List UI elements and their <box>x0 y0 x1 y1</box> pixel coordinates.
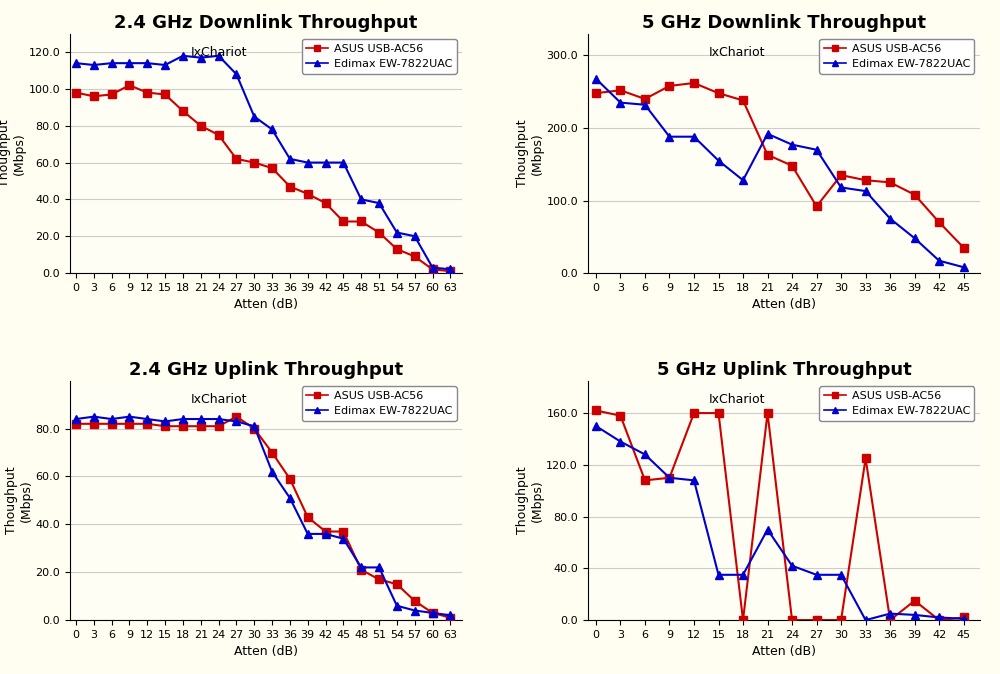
Text: IxChariot: IxChariot <box>709 46 765 59</box>
X-axis label: Atten (dB): Atten (dB) <box>752 299 816 311</box>
X-axis label: Atten (dB): Atten (dB) <box>234 299 298 311</box>
X-axis label: Atten (dB): Atten (dB) <box>234 646 298 658</box>
Legend: ASUS USB-AC56, Edimax EW-7822UAC: ASUS USB-AC56, Edimax EW-7822UAC <box>302 39 457 73</box>
Y-axis label: Thoughput
(Mbps): Thoughput (Mbps) <box>5 466 33 534</box>
Title: 5 GHz Uplink Throughput: 5 GHz Uplink Throughput <box>657 361 911 379</box>
Legend: ASUS USB-AC56, Edimax EW-7822UAC: ASUS USB-AC56, Edimax EW-7822UAC <box>302 386 457 421</box>
Title: 2.4 GHz Uplink Throughput: 2.4 GHz Uplink Throughput <box>129 361 403 379</box>
Text: IxChariot: IxChariot <box>191 393 247 406</box>
Legend: ASUS USB-AC56, Edimax EW-7822UAC: ASUS USB-AC56, Edimax EW-7822UAC <box>819 386 974 421</box>
Text: IxChariot: IxChariot <box>191 46 247 59</box>
Text: IxChariot: IxChariot <box>709 393 765 406</box>
Title: 5 GHz Downlink Throughput: 5 GHz Downlink Throughput <box>642 14 926 32</box>
Y-axis label: Thoughput
(Mbps): Thoughput (Mbps) <box>516 119 544 187</box>
Y-axis label: Thoughput
(Mbps): Thoughput (Mbps) <box>516 466 544 534</box>
Title: 2.4 GHz Downlink Throughput: 2.4 GHz Downlink Throughput <box>114 14 418 32</box>
Legend: ASUS USB-AC56, Edimax EW-7822UAC: ASUS USB-AC56, Edimax EW-7822UAC <box>819 39 974 73</box>
Y-axis label: Thoughput
(Mbps): Thoughput (Mbps) <box>0 119 26 187</box>
X-axis label: Atten (dB): Atten (dB) <box>752 646 816 658</box>
